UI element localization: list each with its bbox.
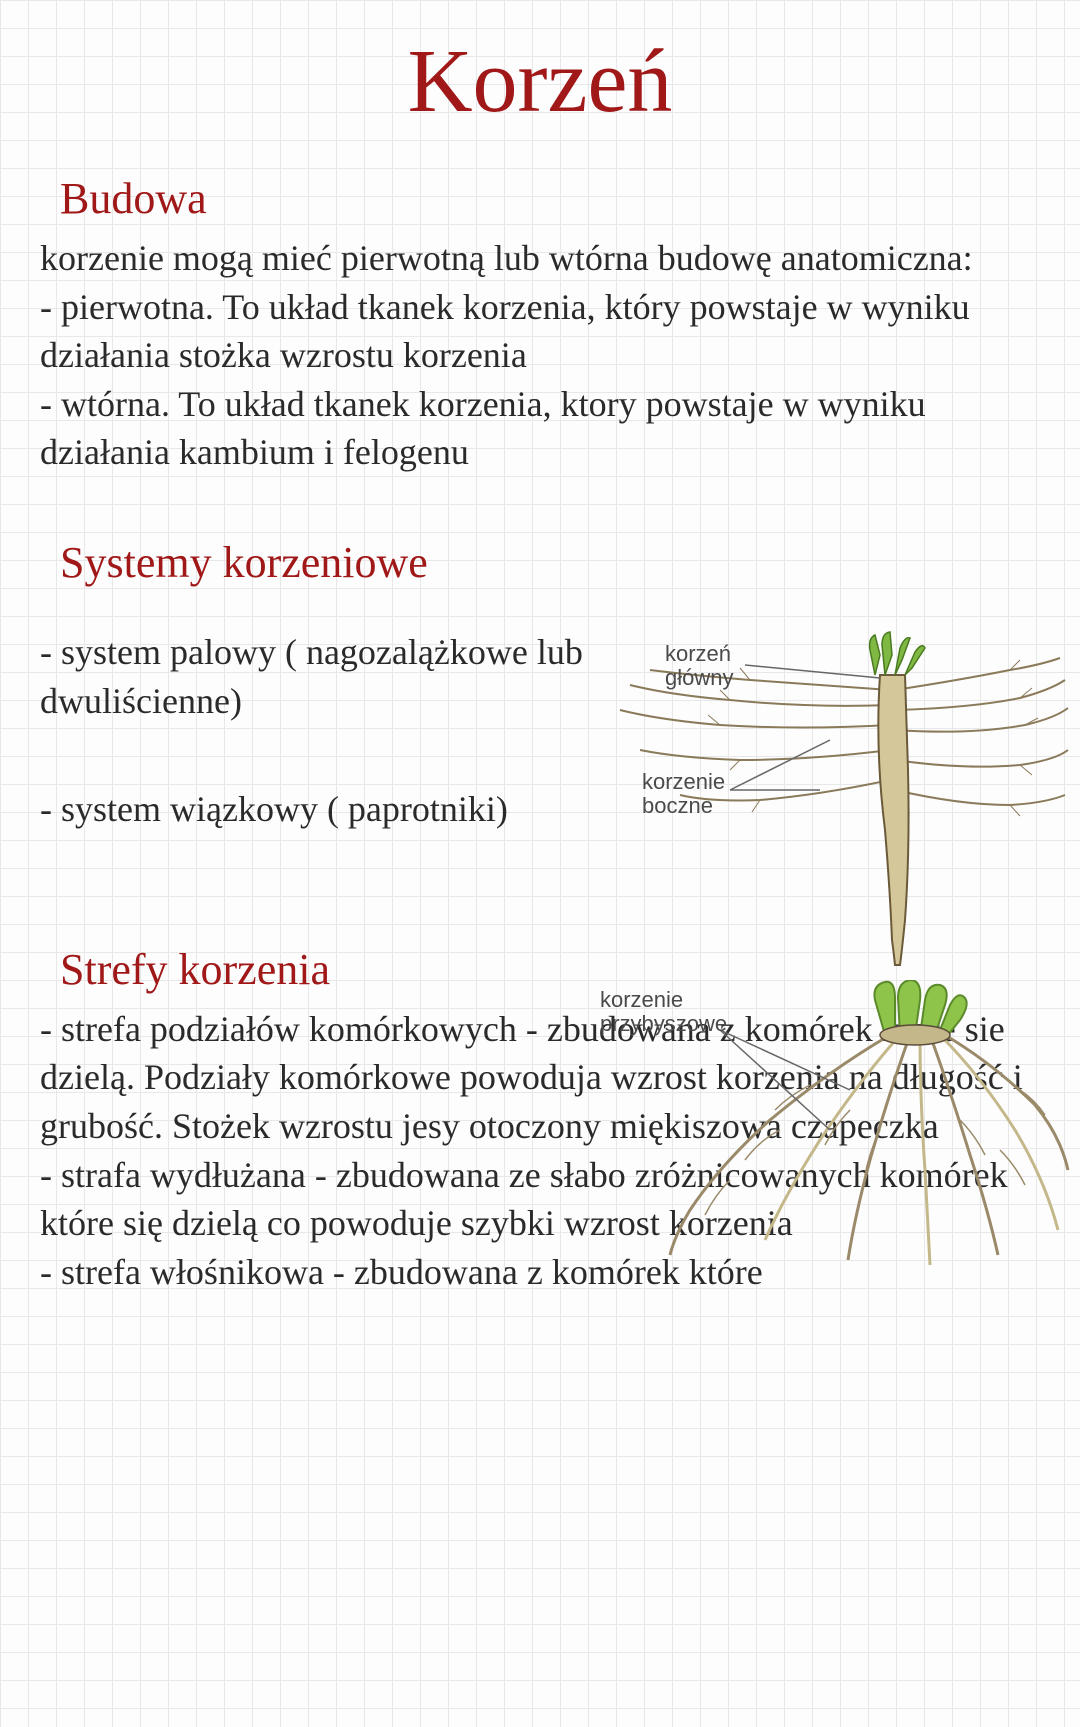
page-title: Korzeń	[0, 0, 1080, 133]
diagram-fibrous: korzenie przybyszowe	[550, 980, 1070, 1280]
text-system-wiazkowy: - system wiązkowy ( paprotniki)	[40, 785, 660, 834]
label-korzen-glowny: korzeń główny	[665, 642, 733, 690]
heading-budowa: Budowa	[60, 173, 1080, 224]
diagram-taproot: korzeń główny korzenie boczne	[570, 630, 1070, 970]
text-system-palowy: - system palowy ( nagozalążkowe lub dwul…	[40, 628, 660, 725]
label-korzenie-boczne: korzenie boczne	[642, 770, 725, 818]
heading-systemy: Systemy korzeniowe	[60, 537, 1080, 588]
label-korzenie-przybyszowe: korzenie przybyszowe	[600, 988, 727, 1036]
text-budowa: korzenie mogą mieć pierwotną lub wtórna …	[40, 234, 1040, 477]
